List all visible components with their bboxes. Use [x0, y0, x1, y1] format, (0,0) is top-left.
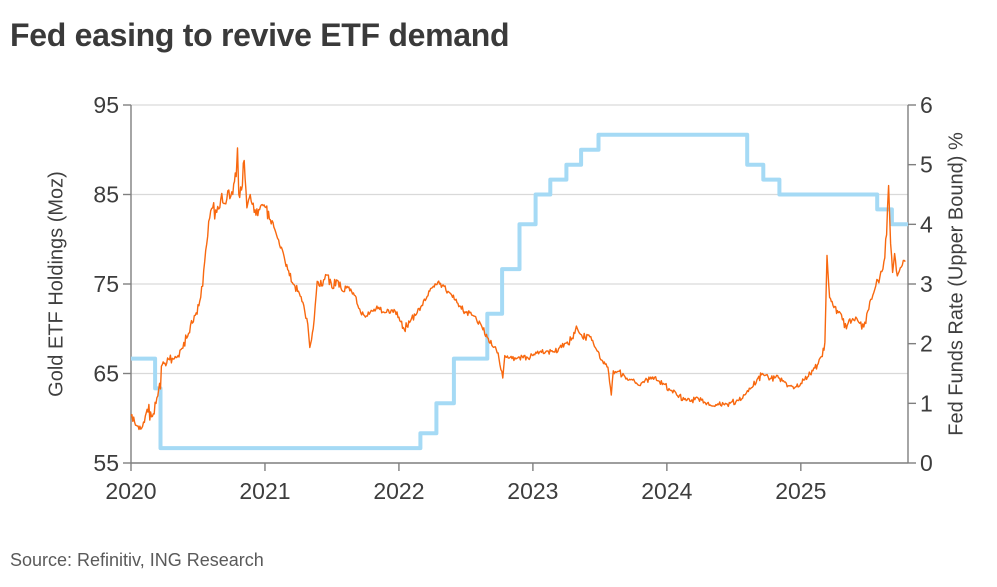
left-tick-label: 95	[93, 92, 119, 118]
right-tick-label: 0	[920, 450, 933, 476]
gold-etf-holdings-line	[130, 147, 906, 431]
left-axis-label: Gold ETF Holdings (Moz)	[45, 171, 68, 397]
right-tick-label: 3	[920, 271, 933, 297]
fed-funds-rate-line	[131, 132, 908, 451]
x-tick-label: 2020	[105, 478, 156, 504]
x-tick-label: 2025	[775, 478, 826, 504]
x-tick-label: 2023	[507, 478, 558, 504]
right-tick-label: 4	[920, 211, 933, 237]
x-tick-label: 2021	[239, 478, 290, 504]
right-axis-label: Fed Funds Rate (Upper Bound) %	[945, 132, 968, 436]
chart-title: Fed easing to revive ETF demand	[10, 17, 510, 53]
left-tick-label: 75	[93, 271, 119, 297]
right-tick-label: 5	[920, 152, 933, 178]
right-tick-label: 2	[920, 331, 933, 357]
left-tick-label: 85	[93, 182, 119, 208]
source-caption: Source: Refinitiv, ING Research	[10, 550, 264, 570]
x-tick-label: 2022	[373, 478, 424, 504]
x-tick-label: 2024	[641, 478, 692, 504]
right-tick-label: 1	[920, 390, 933, 416]
left-tick-label: 55	[93, 450, 119, 476]
right-tick-label: 6	[920, 92, 933, 118]
left-tick-label: 65	[93, 361, 119, 387]
